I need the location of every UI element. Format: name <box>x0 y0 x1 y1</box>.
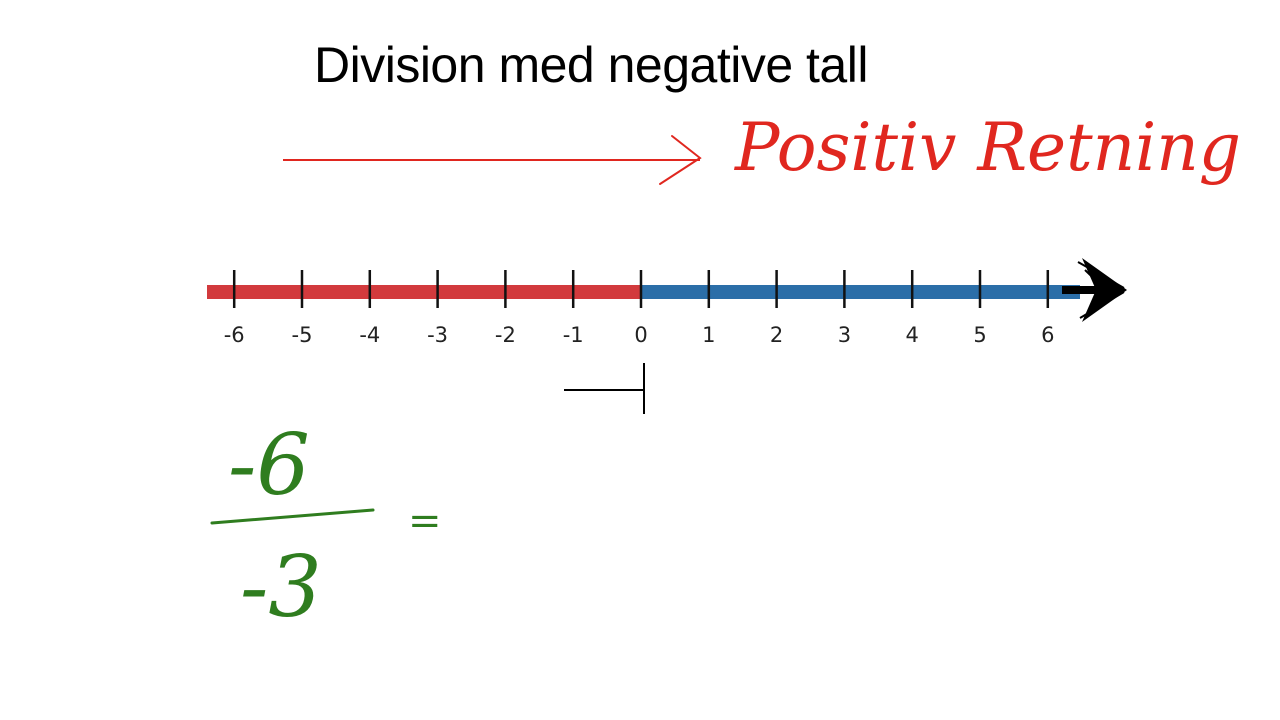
tick-label: -3 <box>427 323 448 347</box>
tick-label: 3 <box>838 323 851 347</box>
equation-denominator: -3 <box>240 538 322 636</box>
tick-label: 1 <box>702 323 715 347</box>
tick-label: 6 <box>1041 323 1054 347</box>
number-line: -6 -5 -4 -3 -2 -1 0 1 2 3 4 5 6 <box>207 258 1127 347</box>
tick-label: 4 <box>906 323 919 347</box>
positive-segment <box>642 285 1080 299</box>
page-title: Division med negative tall <box>314 37 868 93</box>
tick-label: -1 <box>563 323 584 347</box>
direction-arrow <box>283 135 702 185</box>
arrowhead-icon <box>1062 258 1127 322</box>
fraction-bar <box>210 508 375 525</box>
tick-label: 5 <box>973 323 986 347</box>
tick-label: -6 <box>224 323 245 347</box>
tick-label: -2 <box>495 323 516 347</box>
direction-annotation: Positiv Retning <box>734 109 1241 186</box>
zero-marker <box>564 363 645 414</box>
negative-segment <box>207 285 642 299</box>
equation: -6 -3 = <box>210 416 442 636</box>
tick-label: -4 <box>359 323 380 347</box>
tick-label: 0 <box>634 323 647 347</box>
tick-label: -5 <box>292 323 313 347</box>
equals-sign: = <box>408 498 442 544</box>
tick-label: 2 <box>770 323 783 347</box>
equation-numerator: -6 <box>228 416 310 514</box>
